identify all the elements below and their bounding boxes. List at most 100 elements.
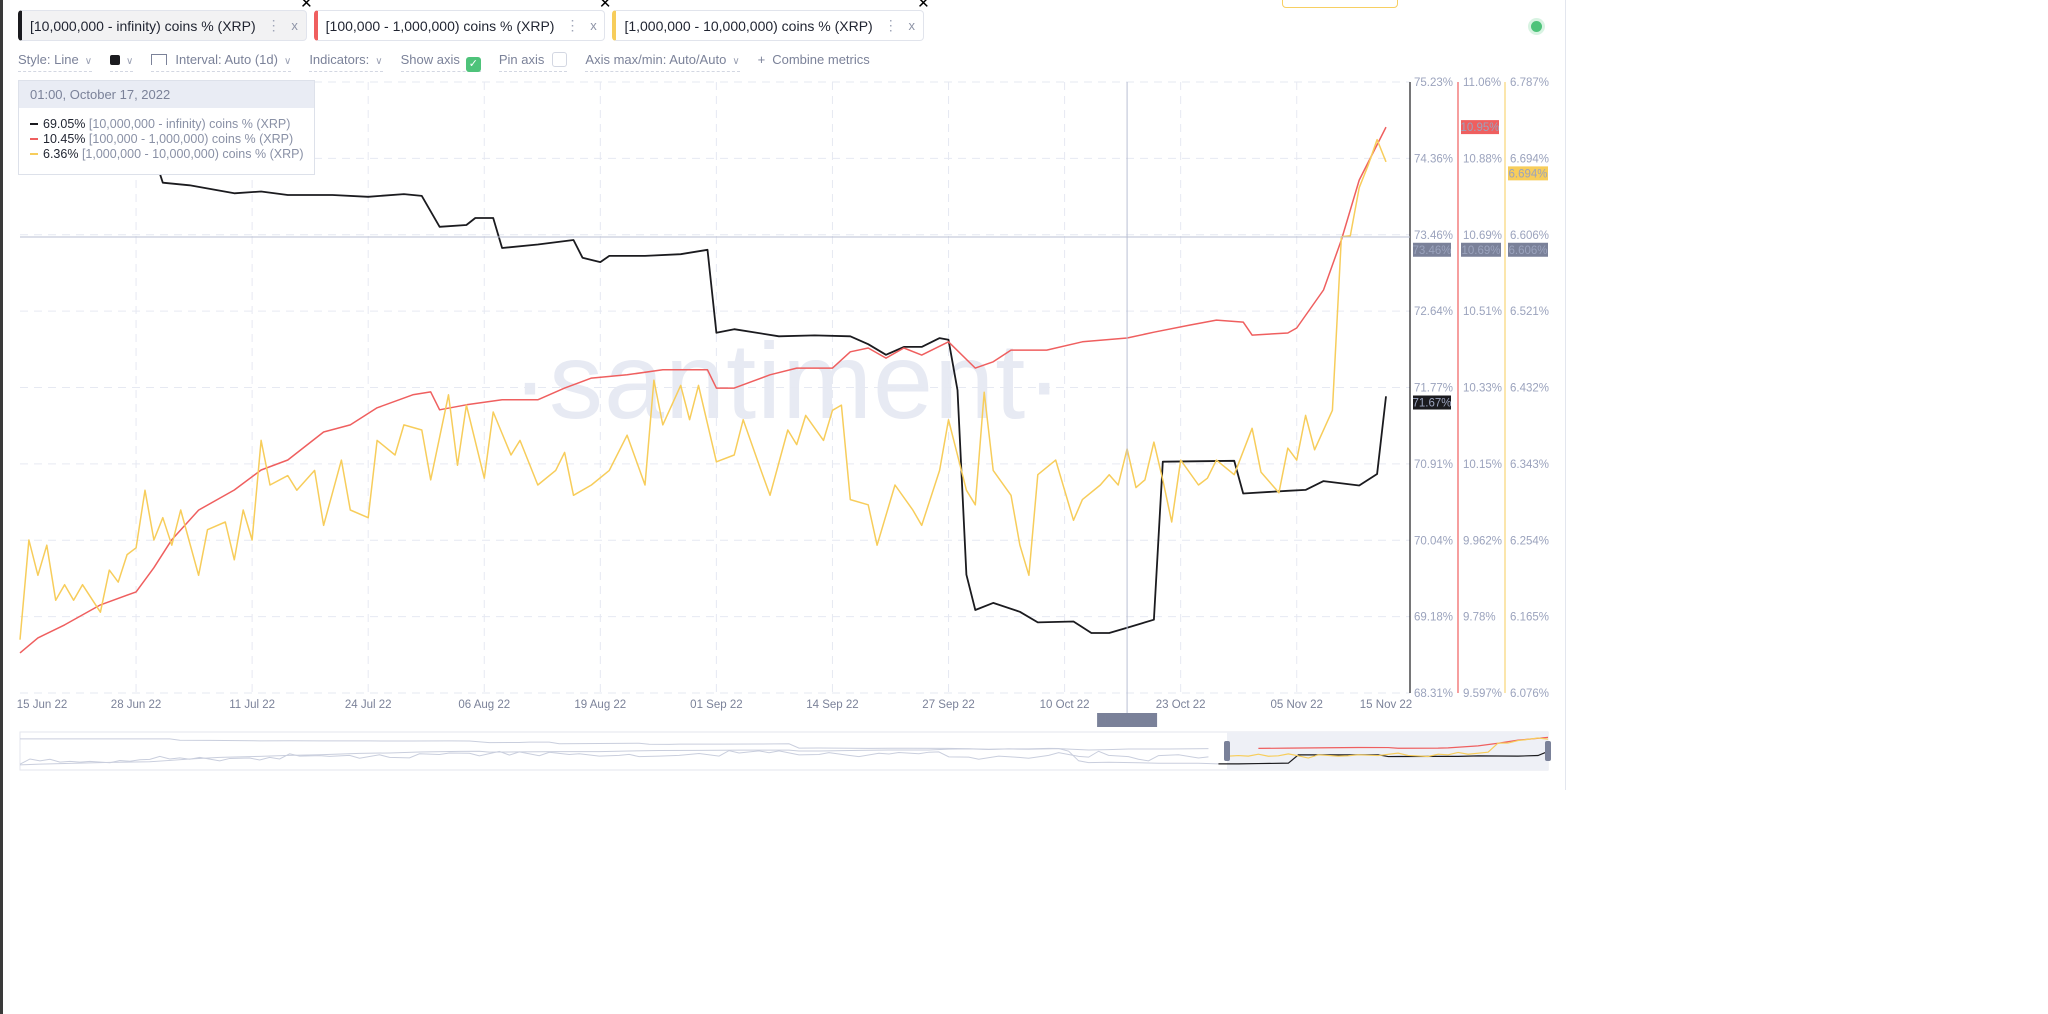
y-tick-label: 68.31% [1414, 688, 1453, 700]
series-marker [30, 153, 38, 155]
y-tick-label: 9.597% [1463, 688, 1502, 700]
series-marker [30, 138, 38, 140]
chevron-down-icon: ∨ [84, 56, 93, 67]
y-tick-label: 6.076% [1510, 688, 1549, 700]
y-tick-label: 6.694% [1510, 153, 1549, 165]
x-tick-label: 19 Aug 22 [574, 699, 626, 711]
last-value-label: 10.95% [1460, 122, 1499, 134]
y-tick-label: 74.36% [1414, 153, 1453, 165]
navigator-line-selected [1218, 750, 1549, 765]
crosshair-value-badge [1508, 242, 1548, 257]
tooltip-value: 69.05% [43, 117, 86, 131]
remove-metric-icon[interactable]: ✕ [917, 0, 930, 12]
crosshair-date-badge [1097, 713, 1158, 727]
x-tick-label: 10 Oct 22 [1040, 699, 1090, 711]
remove-metric-icon[interactable]: ✕ [598, 0, 612, 12]
x-tick-label: 23 Oct 22 [1156, 699, 1206, 711]
show-axis-checkbox[interactable]: ✓ [465, 57, 481, 72]
x-tick-label: 27 Sep 22 [922, 699, 974, 711]
top-action-button[interactable] [1282, 0, 1398, 8]
style-dropdown[interactable]: Style: Line ∨ [18, 52, 93, 72]
series-line-1 [20, 154, 1387, 634]
x-tick-label: 24 Jul 22 [345, 699, 392, 711]
pin-axis-checkbox[interactable] [552, 52, 568, 67]
hover-tooltip: 01:00, October 17, 2022 69.05% [10,000,0… [18, 80, 315, 175]
crosshair-value-badge [1461, 242, 1501, 257]
y-tick-label: 6.432% [1510, 383, 1549, 395]
y-tick-label: 11.06% [1463, 77, 1501, 89]
x-tick-label: 15 Nov 22 [1360, 699, 1412, 711]
chevron-down-icon: ∨ [375, 56, 383, 67]
combine-metrics-label: Combine metrics [772, 52, 870, 67]
y-tick-label: 70.04% [1414, 535, 1453, 547]
tab-menu-icon[interactable]: ⋮ [266, 17, 281, 33]
metric-tab-label: [100,000 - 1,000,000) coins % (XRP) [325, 17, 555, 34]
crosshair-value-badge [1413, 242, 1451, 257]
x-tick-label: 06 Aug 22 [458, 699, 510, 711]
style-label: Style: Line [18, 52, 79, 67]
navigator-handle-right[interactable] [1545, 741, 1551, 761]
series-marker [30, 123, 38, 125]
metric-tab-100k-1m[interactable]: [100,000 - 1,000,000) coins % (XRP) ⋮ x … [313, 0, 611, 41]
metric-tabs: [10,000,000 - infinity) coins % (XRP) ⋮ … [18, 0, 930, 41]
x-tick-label: 01 Sep 22 [690, 699, 742, 711]
pin-axis-label: Pin axis [498, 52, 545, 67]
indicators-dropdown[interactable]: Indicators: ∨ [309, 52, 383, 72]
last-value-label: 71.67% [1412, 398, 1451, 410]
y-tick-label: 10.15% [1463, 459, 1502, 471]
y-tick-label: 75.23% [1414, 77, 1453, 89]
crosshair-value-label: 6.606% [1508, 245, 1547, 257]
tab-close-icon[interactable]: x [908, 18, 915, 33]
pin-axis-toggle[interactable]: Pin axis [498, 52, 568, 72]
metric-tab-label: [1,000,000 - 10,000,000) coins % (XRP) [624, 17, 873, 34]
navigator-handle-left[interactable] [1224, 741, 1230, 761]
series-line-2 [19, 126, 1387, 654]
y-tick-label: 10.51% [1463, 306, 1502, 318]
last-value-badge [1413, 395, 1451, 410]
santiment-watermark: ·santiment· [512, 320, 1064, 441]
tab-menu-icon[interactable]: ⋮ [565, 17, 580, 33]
y-tick-label: 6.254% [1510, 535, 1549, 547]
show-axis-toggle[interactable]: Show axis ✓ [400, 52, 481, 72]
crosshair-date-label: 17 Oct 22 [1102, 715, 1152, 727]
tooltip-row: 69.05% [10,000,000 - infinity) coins % (… [19, 117, 304, 132]
combine-metrics-button[interactable]: + Combine metrics [758, 52, 870, 72]
tooltip-row: 6.36% [1,000,000 - 10,000,000) coins % (… [19, 147, 304, 162]
x-tick-label: 14 Sep 22 [806, 699, 858, 711]
crosshair-value-label: 73.46% [1412, 245, 1451, 257]
y-tick-label: 6.787% [1510, 77, 1549, 89]
color-picker[interactable]: ∨ [110, 52, 134, 72]
crosshair-value-label: 10.69% [1461, 245, 1500, 257]
navigator-line [19, 750, 1209, 765]
metric-settings-toolbar: Style: Line ∨ ∨ Interval: Auto (1d) ∨ Indi… [18, 52, 870, 72]
tab-menu-icon[interactable]: ⋮ [883, 17, 898, 33]
show-axis-label: Show axis [400, 52, 460, 67]
axis-maxmin-label: Axis max/min: Auto/Auto [585, 52, 727, 67]
navigator-line [20, 738, 1219, 765]
indicators-label: Indicators: [309, 52, 370, 67]
metric-tab-whales[interactable]: [10,000,000 - infinity) coins % (XRP) ⋮ … [18, 0, 313, 41]
remove-metric-icon[interactable]: ✕ [300, 0, 313, 12]
metric-tab-label: [10,000,000 - infinity) coins % (XRP) [30, 17, 256, 34]
chevron-down-icon: ∨ [732, 56, 740, 67]
tooltip-value: 10.45% [43, 132, 86, 146]
tab-close-icon[interactable]: x [590, 18, 597, 33]
chevron-down-icon: ∨ [283, 56, 292, 67]
tooltip-date: 01:00, October 17, 2022 [19, 81, 314, 108]
live-status-indicator [1531, 21, 1542, 32]
series-line-3 [19, 138, 1387, 640]
y-tick-label: 9.962% [1463, 535, 1502, 547]
axis-maxmin-dropdown[interactable]: Axis max/min: Auto/Auto ∨ [585, 52, 740, 72]
interval-label: Interval: Auto (1d) [175, 52, 278, 67]
interval-dropdown[interactable]: Interval: Auto (1d) ∨ [151, 52, 292, 72]
tooltip-series-name: [100,000 - 1,000,000) coins % (XRP) [88, 132, 294, 146]
y-tick-label: 6.606% [1510, 230, 1549, 242]
y-tick-label: 71.77% [1414, 383, 1453, 395]
plus-icon: + [757, 52, 766, 67]
tooltip-series-name: [1,000,000 - 10,000,000) coins % (XRP) [81, 147, 304, 161]
y-tick-label: 73.46% [1414, 230, 1453, 242]
metric-tab-1m-10m[interactable]: [1,000,000 - 10,000,000) coins % (XRP) ⋮… [612, 0, 930, 41]
window-border [0, 0, 3, 1014]
x-tick-label: 11 Jul 22 [229, 699, 275, 711]
tab-close-icon[interactable]: x [291, 18, 298, 33]
